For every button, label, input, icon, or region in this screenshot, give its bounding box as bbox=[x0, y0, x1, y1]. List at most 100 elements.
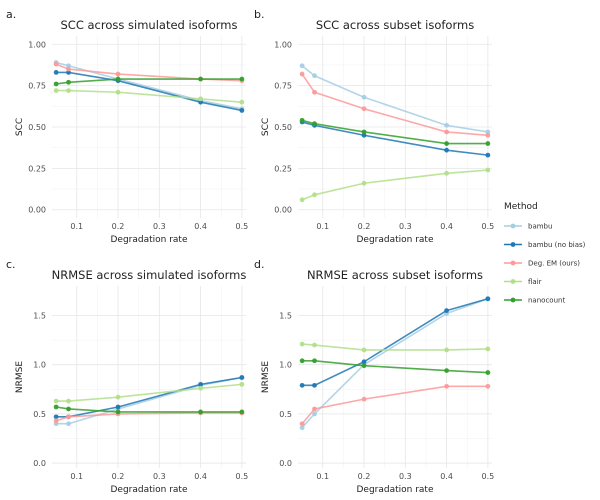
data-point-bambu bbox=[361, 94, 367, 100]
data-point-nanocount bbox=[299, 358, 305, 364]
legend-item-nanocount: nanocount bbox=[504, 297, 565, 305]
x-tick-label: 0.4 bbox=[440, 472, 453, 481]
data-point-deg-em-ours bbox=[444, 383, 449, 389]
data-point-flair bbox=[312, 192, 317, 198]
panels: 0.00 0.25 0.50 0.75 1.00 0.1 0.2 0.3 0.4 0.5 a. SCC… bbox=[6, 8, 494, 495]
data-point-bambu-no-bias bbox=[299, 382, 305, 388]
legend-item-deg-em-ours: Deg. EM (ours) bbox=[504, 260, 580, 268]
data-point-nanocount bbox=[66, 406, 71, 412]
data-point-nanocount bbox=[239, 76, 245, 82]
x-tick-label: 0.1 bbox=[316, 472, 329, 481]
y-tick-label: 1.0 bbox=[33, 361, 46, 370]
y-tick-label: 0.75 bbox=[28, 82, 46, 91]
data-point-bambu bbox=[485, 129, 491, 135]
y-tick-label: 0.5 bbox=[33, 410, 46, 419]
x-tick-label: 0.1 bbox=[70, 472, 83, 481]
y-tick-label: 1.00 bbox=[274, 40, 292, 49]
x-tick-label: 0.5 bbox=[482, 222, 495, 231]
data-point-deg-em-ours bbox=[115, 71, 121, 77]
legend-label: bambu (no bias) bbox=[528, 241, 586, 249]
data-point-bambu bbox=[312, 73, 317, 79]
data-point-bambu-no-bias bbox=[198, 381, 203, 387]
y-tick-label: 0.75 bbox=[274, 82, 292, 91]
data-point-nanocount bbox=[198, 409, 203, 415]
y-tick-label: 1.0 bbox=[279, 361, 292, 370]
x-tick-label: 0.2 bbox=[358, 222, 371, 231]
x-tick-label: 0.3 bbox=[153, 472, 166, 481]
data-point-bambu-no-bias bbox=[66, 70, 71, 75]
legend-label: nanocount bbox=[528, 297, 565, 305]
data-point-flair bbox=[53, 398, 59, 404]
panel-letter: d. bbox=[254, 258, 264, 271]
data-point-nanocount bbox=[198, 76, 203, 82]
data-point-flair bbox=[53, 88, 59, 93]
data-point-bambu-no-bias bbox=[361, 132, 367, 138]
data-point-deg-em-ours bbox=[485, 383, 491, 389]
data-point-bambu-no-bias bbox=[239, 108, 245, 113]
legend-item-bambu-no-bias: bambu (no bias) bbox=[504, 241, 586, 249]
legend-label: Deg. EM (ours) bbox=[528, 260, 580, 268]
data-point-nanocount bbox=[361, 363, 367, 369]
legend-items: bambu bambu (no bias) Deg. EM (ours) flair n… bbox=[504, 223, 586, 305]
x-axis-title: Degradation rate bbox=[356, 485, 433, 495]
data-point-bambu bbox=[312, 411, 317, 417]
data-point-nanocount bbox=[53, 81, 59, 87]
y-axis-title: NRMSE bbox=[261, 361, 271, 393]
data-point-nanocount bbox=[312, 358, 317, 364]
plot-area bbox=[52, 286, 246, 468]
data-point-nanocount bbox=[312, 121, 317, 127]
data-point-bambu-no-bias bbox=[115, 404, 121, 410]
chart-title: NRMSE across subset isoforms bbox=[307, 268, 483, 282]
y-axis-title: NRMSE bbox=[15, 361, 25, 393]
y-tick-label: 0.5 bbox=[279, 410, 292, 419]
data-point-flair bbox=[361, 180, 367, 186]
data-point-flair bbox=[299, 197, 305, 203]
y-tick-label: 0.0 bbox=[33, 459, 46, 468]
x-tick-label: 0.3 bbox=[153, 222, 166, 231]
data-point-flair bbox=[198, 385, 203, 391]
data-point-flair bbox=[239, 99, 245, 105]
legend-title: Method bbox=[504, 202, 538, 212]
data-point-flair bbox=[485, 167, 491, 173]
x-axis-title: Degradation rate bbox=[110, 235, 187, 245]
data-point-bambu bbox=[444, 122, 449, 128]
y-tick-label: 0.25 bbox=[274, 164, 292, 173]
data-point-bambu bbox=[299, 63, 305, 69]
x-tick-label: 0.3 bbox=[399, 472, 412, 481]
data-point-bambu-no-bias bbox=[361, 359, 367, 365]
y-tick-label: 0.00 bbox=[274, 206, 292, 215]
x-tick-label: 0.2 bbox=[112, 472, 125, 481]
data-point-nanocount bbox=[485, 370, 491, 375]
y-axis-title: SCC bbox=[261, 118, 271, 136]
data-point-deg-em-ours bbox=[361, 106, 367, 112]
panel-letter: a. bbox=[6, 8, 16, 21]
legend-swatch-point bbox=[510, 297, 516, 303]
chart-title: NRMSE across simulated isoforms bbox=[52, 268, 247, 282]
data-point-flair bbox=[198, 96, 203, 102]
data-point-bambu-no-bias bbox=[485, 296, 491, 302]
x-tick-label: 0.2 bbox=[358, 472, 371, 481]
legend-item-bambu: bambu bbox=[504, 223, 552, 231]
data-point-bambu-no-bias bbox=[53, 414, 59, 420]
chart-panel-4: 0.0 0.5 1.0 1.5 0.1 0.2 0.3 0.4 0.5 d. NRMSE acros… bbox=[254, 258, 494, 495]
y-tick-label: 1.5 bbox=[33, 312, 46, 321]
data-point-flair bbox=[299, 341, 305, 347]
data-point-nanocount bbox=[444, 368, 449, 374]
x-tick-label: 0.4 bbox=[194, 222, 207, 231]
legend-swatch-point bbox=[510, 223, 516, 229]
chart-title: SCC across subset isoforms bbox=[316, 18, 474, 32]
data-point-nanocount bbox=[485, 141, 491, 146]
y-tick-label: 1.00 bbox=[28, 40, 46, 49]
data-point-deg-em-ours bbox=[53, 61, 59, 67]
legend-swatch-point bbox=[510, 279, 516, 284]
x-tick-label: 0.5 bbox=[236, 222, 249, 231]
data-point-flair bbox=[444, 347, 449, 353]
data-point-flair bbox=[66, 398, 71, 404]
y-tick-label: 0.00 bbox=[28, 206, 46, 215]
data-point-deg-em-ours bbox=[66, 414, 71, 420]
data-point-bambu bbox=[66, 63, 71, 69]
chart-panel-3: 0.0 0.5 1.0 1.5 0.1 0.2 0.3 0.4 0.5 c. NRMSE acros… bbox=[6, 258, 248, 495]
data-point-nanocount bbox=[361, 129, 367, 135]
data-point-bambu-no-bias bbox=[53, 70, 59, 75]
